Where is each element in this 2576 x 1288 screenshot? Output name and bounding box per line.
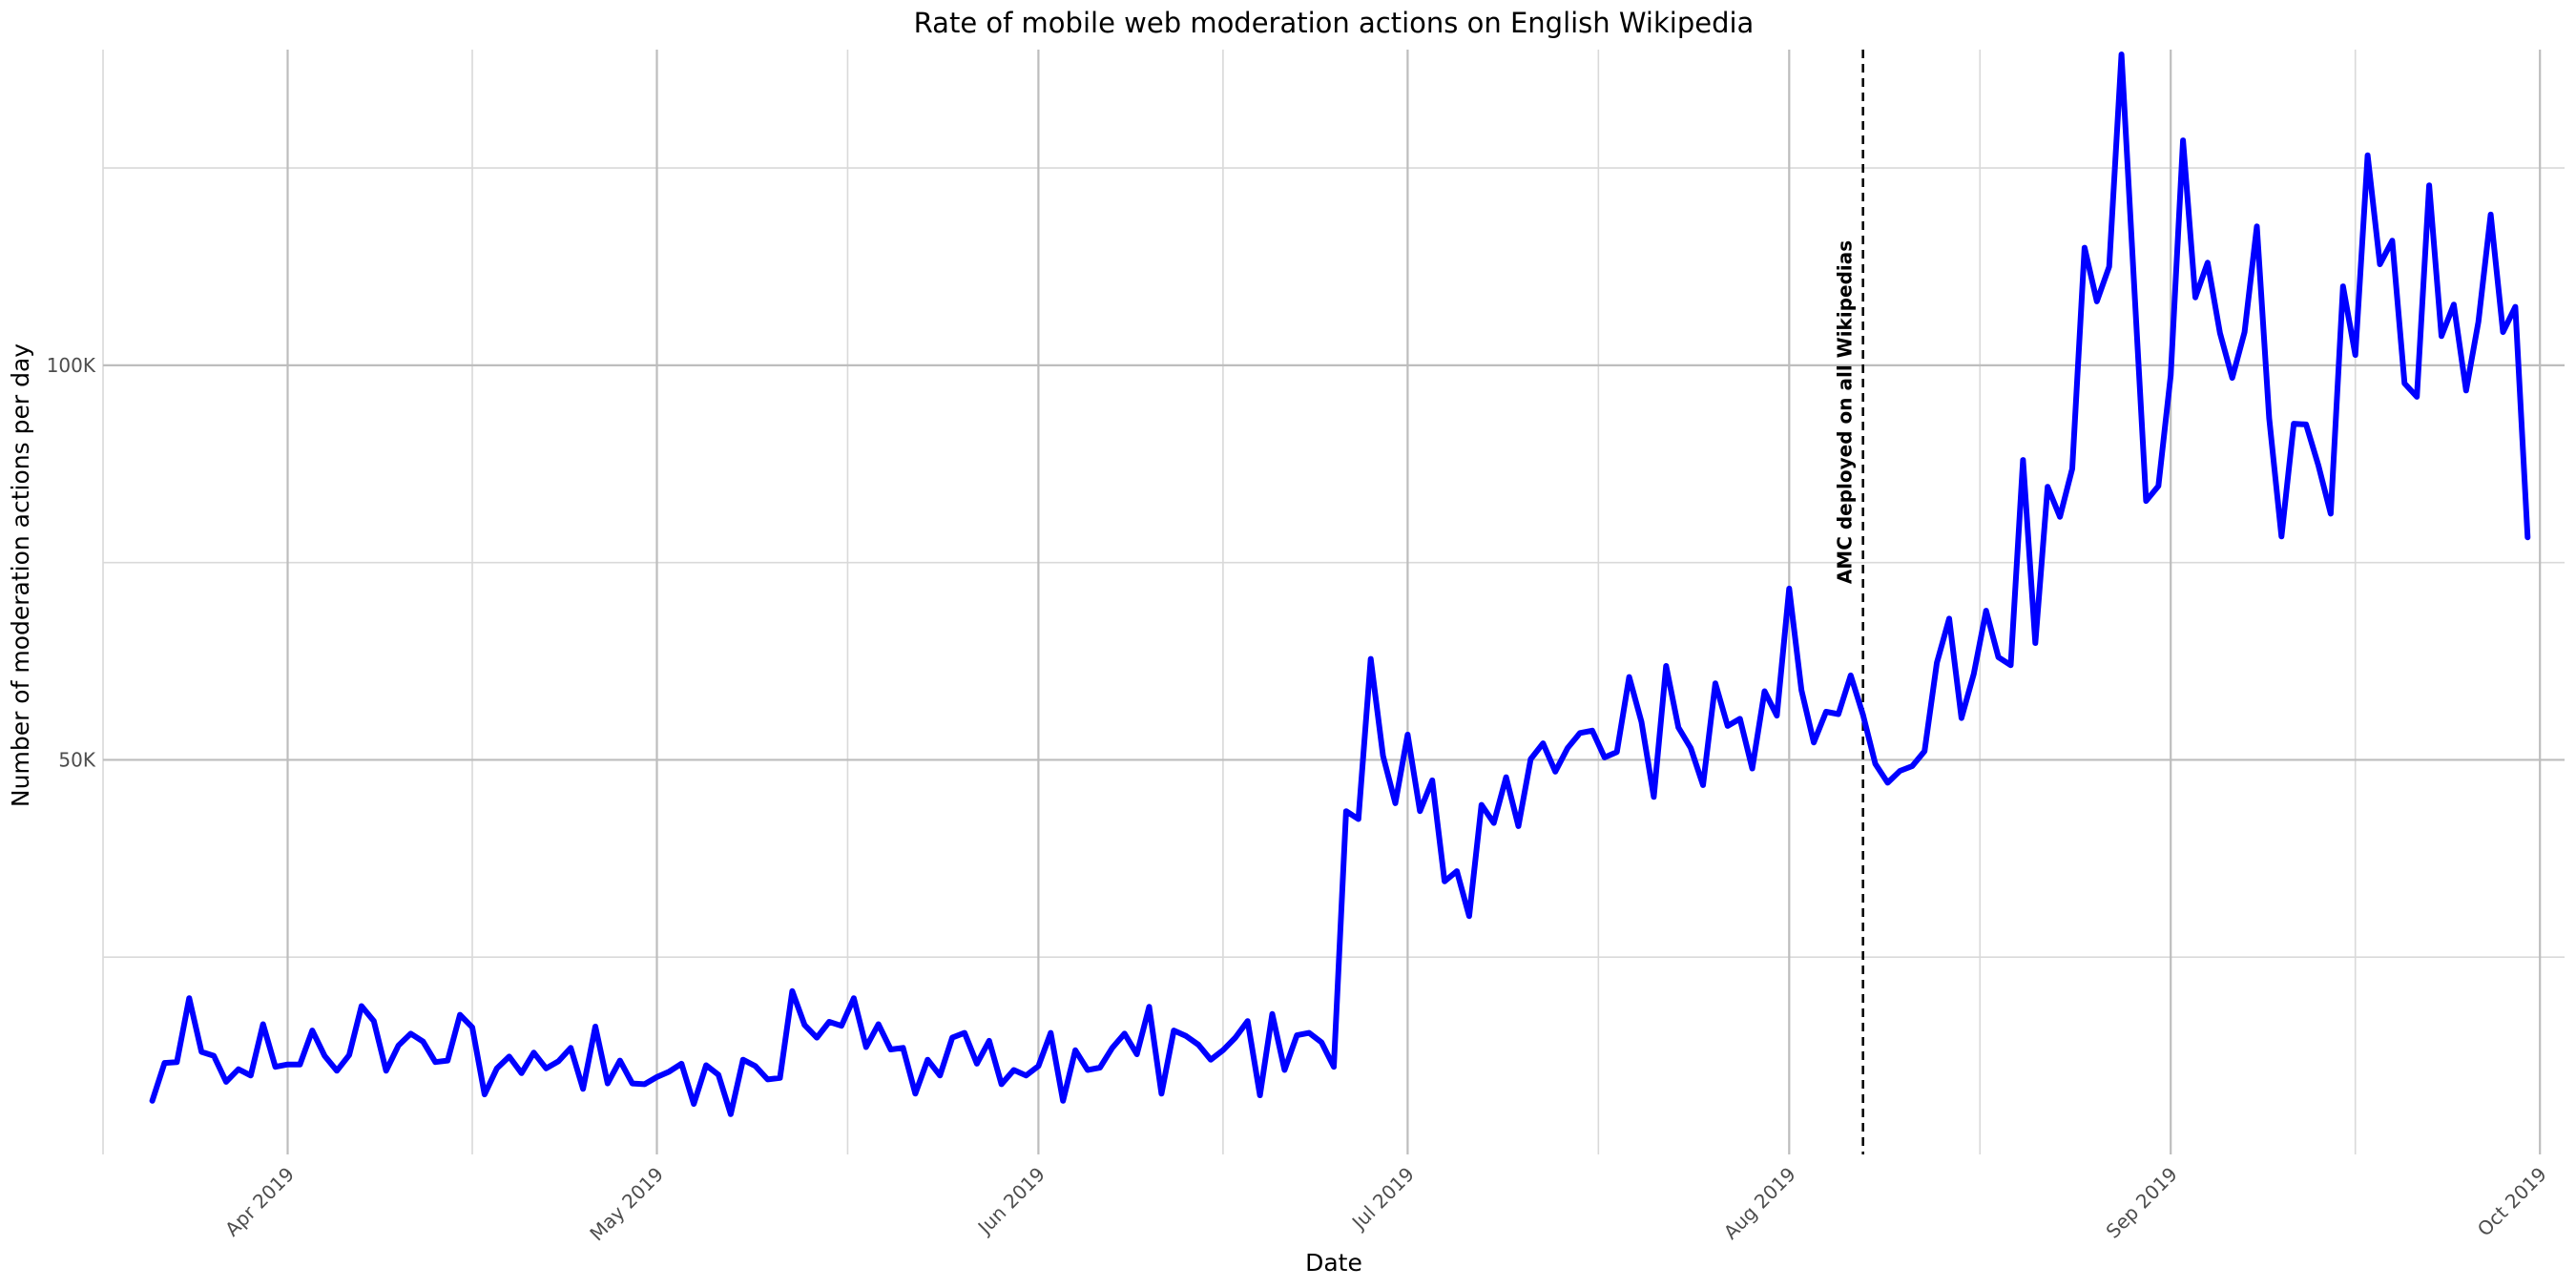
x-tick-label: Sep 2019 — [2102, 1163, 2182, 1243]
x-axis-title: Date — [1305, 1249, 1362, 1277]
y-tick-label: 50K — [58, 748, 95, 771]
series-group — [149, 52, 2531, 1117]
annotation-label: AMC deployed on all Wikipedias — [1834, 240, 1857, 584]
x-tick-label: Aug 2019 — [1719, 1163, 1800, 1244]
series-line — [149, 52, 2531, 1117]
x-axis-ticks: Apr 2019 May 2019 Jun 2019 Jul 2019 Aug 2019… — [220, 1163, 2551, 1246]
annotation: AMC deployed on all Wikipedias — [1834, 50, 1864, 1154]
x-tick-label: Apr 2019 — [220, 1163, 299, 1241]
y-axis-title: Number of moderation actions per day — [7, 343, 34, 807]
gridlines — [102, 50, 2565, 1154]
x-tick-label: May 2019 — [585, 1163, 668, 1246]
chart-title: Rate of mobile web moderation actions on… — [914, 7, 1755, 39]
y-tick-label: 100K — [47, 354, 96, 377]
x-tick-label: Jul 2019 — [1346, 1163, 1419, 1236]
x-tick-label: Oct 2019 — [2473, 1163, 2551, 1241]
y-axis-ticks: 50K 100K — [47, 354, 96, 772]
x-tick-label: Jun 2019 — [972, 1163, 1049, 1240]
